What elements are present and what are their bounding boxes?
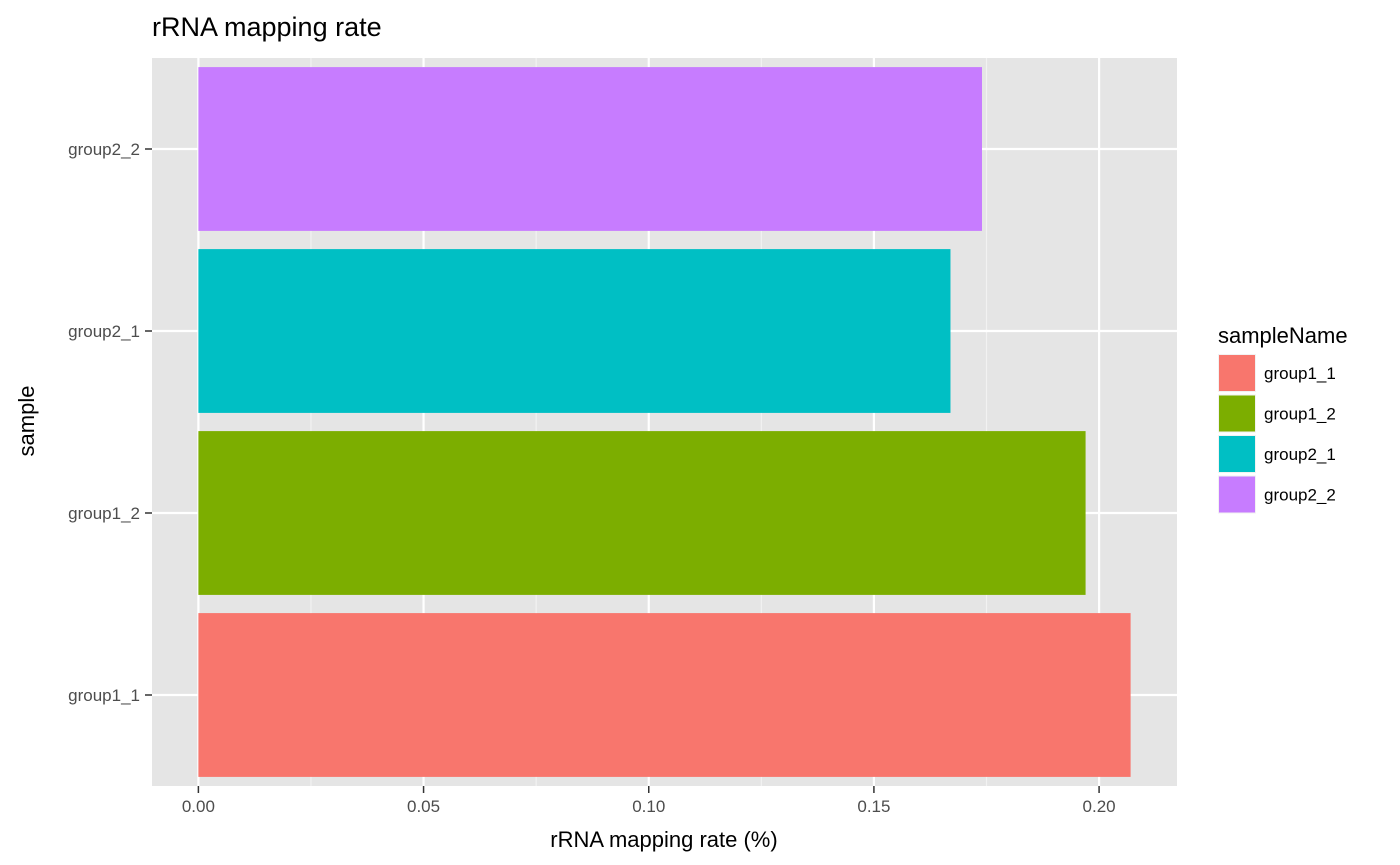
legend-items: group1_1 group1_2 group2_1 group2_2 [1218, 354, 1336, 514]
legend-swatch-group1_1 [1219, 355, 1255, 391]
bar-group1_2 [198, 431, 1086, 595]
legend-title: sampleName [1218, 323, 1348, 348]
bars [198, 67, 1131, 777]
legend-label: group2_1 [1264, 445, 1336, 464]
bar-group1_1 [198, 613, 1131, 777]
bar-group2_1 [198, 249, 951, 413]
legend-swatch-group2_1 [1219, 436, 1255, 472]
legend-label: group1_2 [1264, 405, 1336, 424]
legend-swatch-group2_2 [1219, 476, 1255, 513]
x-tick-label: 0.10 [632, 797, 665, 816]
bar-group2_2 [198, 67, 982, 231]
legend-label: group1_1 [1264, 364, 1336, 383]
chart-title: rRNA mapping rate [152, 12, 382, 42]
x-tick-label: 0.20 [1083, 797, 1116, 816]
y-axis: group1_1 group1_2 group2_1 group2_2 [68, 140, 152, 705]
x-tick-label: 0.05 [407, 797, 440, 816]
y-tick-label: group1_1 [68, 686, 140, 705]
y-tick-label: group2_1 [68, 322, 140, 341]
legend-swatch-group1_2 [1219, 395, 1255, 432]
y-tick-label: group1_2 [68, 504, 140, 523]
y-axis-title: sample [14, 386, 39, 457]
legend-label: group2_2 [1264, 486, 1336, 505]
x-tick-label: 0.00 [182, 797, 215, 816]
y-tick-label: group2_2 [68, 140, 140, 159]
x-axis-title: rRNA mapping rate (%) [550, 827, 777, 852]
x-tick-label: 0.15 [857, 797, 890, 816]
x-axis: 0.00 0.05 0.10 0.15 0.20 [182, 786, 1116, 816]
legend: sampleName group1_1group1_2group2_1group… [1218, 323, 1348, 514]
